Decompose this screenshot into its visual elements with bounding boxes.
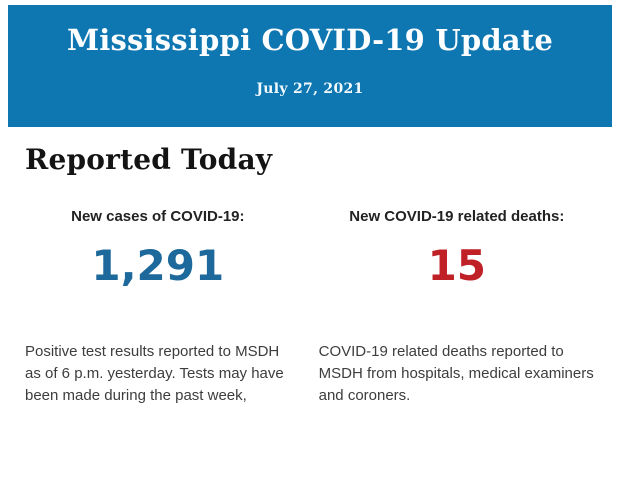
new-cases-description: Positive test results reported to MSDH a… bbox=[25, 343, 284, 404]
new-cases-value: 1,291 bbox=[91, 241, 225, 290]
stat-new-cases: New cases of COVID-19: 1,291 Positive te… bbox=[25, 208, 291, 407]
stats-columns: New cases of COVID-19: 1,291 Positive te… bbox=[25, 208, 595, 407]
header-banner: Mississippi COVID-19 Update July 27, 202… bbox=[8, 5, 612, 127]
new-cases-label: New cases of COVID-19: bbox=[71, 208, 245, 225]
new-deaths-label: New COVID-19 related deaths: bbox=[349, 208, 565, 225]
section-title: Reported Today bbox=[25, 143, 273, 176]
report-content: Reported Today New cases of COVID-19: 1,… bbox=[0, 127, 620, 407]
stat-new-deaths: New COVID-19 related deaths: 15 COVID-19… bbox=[319, 208, 595, 407]
page-title: Mississippi COVID-19 Update bbox=[66, 23, 554, 57]
new-deaths-value: 15 bbox=[427, 241, 487, 290]
header-date: July 27, 2021 bbox=[256, 80, 364, 97]
new-deaths-description: COVID-19 related deaths reported to MSDH… bbox=[318, 343, 594, 404]
